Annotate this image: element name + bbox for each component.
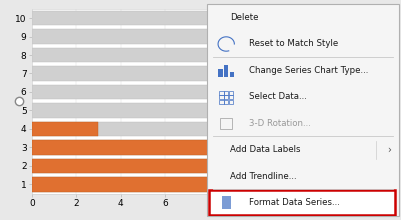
Bar — [32, 140, 209, 155]
Bar — [32, 11, 209, 25]
Bar — [32, 159, 209, 173]
Bar — [32, 103, 209, 118]
Bar — [219, 99, 223, 104]
Bar — [223, 91, 228, 95]
Bar — [32, 66, 209, 81]
Text: Select Data...: Select Data... — [249, 92, 306, 101]
Text: Delete: Delete — [229, 13, 258, 22]
Bar — [32, 122, 209, 136]
Bar — [219, 95, 223, 99]
Text: Format Data Series...: Format Data Series... — [249, 198, 339, 207]
Bar — [223, 95, 228, 99]
Bar — [32, 140, 209, 155]
Bar — [221, 196, 230, 209]
Bar — [224, 65, 228, 77]
Text: Add Data Labels: Add Data Labels — [229, 145, 300, 154]
Text: Add Trendline...: Add Trendline... — [229, 172, 296, 180]
Bar — [32, 48, 209, 62]
Bar — [228, 91, 233, 95]
Bar — [228, 99, 233, 104]
Text: Change Series Chart Type...: Change Series Chart Type... — [249, 66, 368, 75]
Bar — [219, 117, 232, 129]
Bar — [228, 95, 233, 99]
Bar — [218, 69, 222, 77]
Text: Reset to Match Style: Reset to Match Style — [249, 40, 338, 48]
Text: 3-D Rotation...: 3-D Rotation... — [249, 119, 310, 128]
Bar — [32, 177, 209, 192]
Bar — [32, 177, 209, 192]
Bar — [223, 99, 228, 104]
Bar — [219, 91, 223, 95]
Bar — [32, 29, 209, 44]
Text: ›: › — [386, 145, 390, 155]
Bar — [32, 85, 209, 99]
Bar — [32, 159, 209, 173]
Bar — [229, 72, 233, 77]
Bar — [32, 122, 98, 136]
Bar — [209, 190, 394, 214]
